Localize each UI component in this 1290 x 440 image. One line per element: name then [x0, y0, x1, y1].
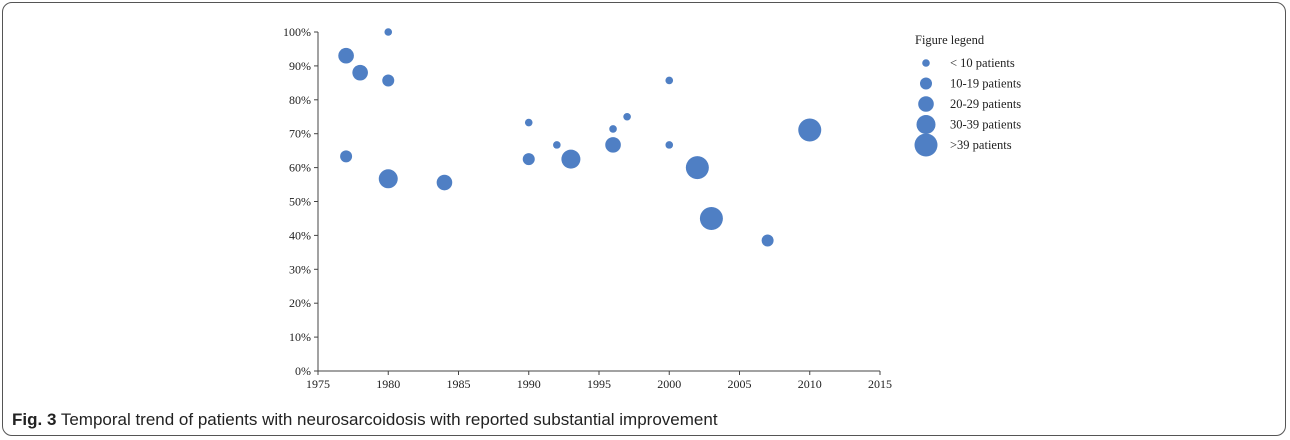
y-tick-label: 0%	[295, 364, 311, 378]
x-tick-label: 1995	[587, 377, 611, 391]
data-point	[378, 169, 398, 189]
x-tick-label: 2000	[657, 377, 681, 391]
data-point	[623, 112, 631, 121]
data-point	[561, 149, 581, 169]
x-tick-label: 2015	[868, 377, 892, 391]
data-point	[699, 206, 723, 230]
legend-marker	[916, 115, 936, 134]
x-tick-label: 1985	[447, 377, 471, 391]
data-point	[352, 64, 368, 81]
y-tick-label: 90%	[289, 59, 311, 73]
data-point	[338, 47, 354, 64]
y-tick-label: 50%	[289, 195, 311, 209]
figure-label: Fig. 3	[12, 410, 57, 429]
data-point	[524, 118, 533, 127]
y-tick-label: 40%	[289, 228, 311, 242]
legend-marker	[914, 133, 938, 157]
y-tick-label: 60%	[289, 161, 311, 175]
figure-caption: Fig. 3 Temporal trend of patients with n…	[12, 410, 718, 430]
data-point	[522, 153, 535, 166]
x-tick-label: 2005	[728, 377, 752, 391]
data-point	[340, 150, 353, 163]
data-point	[665, 76, 674, 85]
data-point	[685, 156, 709, 180]
data-point	[553, 141, 561, 149]
y-tick-label: 10%	[289, 330, 311, 344]
y-tick-label: 100%	[283, 25, 311, 39]
legend-label: 20-29 patients	[950, 97, 1021, 111]
legend-marker	[920, 77, 932, 90]
legend-label: >39 patients	[950, 138, 1012, 152]
legend-marker	[918, 96, 934, 112]
data-point	[609, 125, 617, 133]
legend-marker	[922, 59, 930, 67]
chart-axes: 0% 10% 20% 30% 40% 50% 60% 70% 80% 90% 100% 1975 198…	[283, 25, 892, 391]
y-tick-label: 30%	[289, 262, 311, 276]
data-point	[761, 234, 774, 247]
x-tick-label: 1980	[376, 377, 400, 391]
legend-label: 10-19 patients	[950, 77, 1021, 91]
data-point	[436, 174, 453, 191]
data-point	[798, 118, 822, 142]
figure-caption-text: Temporal trend of patients with neurosar…	[56, 410, 718, 429]
chart-points	[338, 28, 822, 247]
x-tick-label: 1990	[517, 377, 541, 391]
legend-label: < 10 patients	[950, 56, 1015, 70]
data-point	[605, 137, 621, 153]
data-point	[665, 141, 674, 149]
legend-title: Figure legend	[915, 33, 985, 47]
data-point	[382, 74, 395, 87]
y-tick-label: 20%	[289, 296, 311, 310]
data-point	[384, 28, 393, 36]
chart-legend: Figure legend < 10 patients 10-19 patients…	[914, 33, 1021, 157]
x-tick-label: 1975	[306, 377, 330, 391]
y-tick-label: 70%	[289, 127, 311, 141]
legend-label: 30-39 patients	[950, 118, 1021, 132]
y-tick-label: 80%	[289, 93, 311, 107]
x-tick-label: 2010	[798, 377, 822, 391]
